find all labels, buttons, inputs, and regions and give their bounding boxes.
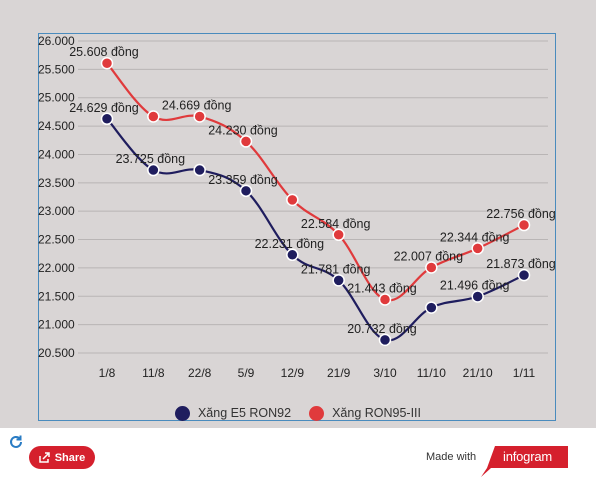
data-point[interactable] bbox=[378, 333, 392, 347]
x-tick-label: 11/10 bbox=[417, 366, 446, 380]
data-label: 25.608 đồng bbox=[69, 45, 139, 59]
data-point[interactable] bbox=[517, 268, 531, 282]
x-tick-label: 1/8 bbox=[99, 366, 116, 380]
data-label: 23.359 đồng bbox=[208, 173, 278, 187]
share-icon bbox=[38, 452, 50, 463]
data-point[interactable] bbox=[332, 228, 345, 242]
share-button[interactable]: Share bbox=[29, 446, 95, 469]
y-tick-label: 22.000 bbox=[38, 261, 75, 275]
data-label: 22.007 đồng bbox=[394, 250, 464, 264]
data-label: 20.732 đồng bbox=[347, 322, 417, 336]
data-label: 22.344 đồng bbox=[440, 230, 510, 244]
data-point[interactable] bbox=[239, 184, 253, 198]
y-tick-label: 24.500 bbox=[38, 119, 75, 133]
data-label: 22.231 đồng bbox=[255, 237, 325, 251]
data-point[interactable] bbox=[193, 110, 206, 123]
data-point[interactable] bbox=[425, 261, 438, 274]
legend-item[interactable]: Xăng E5 RON92 bbox=[174, 405, 292, 421]
data-point[interactable] bbox=[147, 163, 160, 177]
legend-swatch bbox=[174, 405, 190, 421]
legend: Xăng E5 RON92 Xăng RON95-III bbox=[0, 402, 596, 424]
legend-label: Xăng RON95-III bbox=[332, 406, 422, 420]
share-label: Share bbox=[54, 451, 86, 464]
refresh-icon[interactable] bbox=[8, 434, 24, 450]
line-chart: 26.000 25.500 25.000 24.500 24.000 23.500 23.0… bbox=[38, 34, 556, 380]
data-point[interactable] bbox=[147, 110, 160, 123]
data-label: 21.781 đồng bbox=[301, 262, 371, 276]
y-tick-label: 21.500 bbox=[38, 289, 75, 303]
data-label: 21.873 đồng bbox=[486, 257, 556, 271]
y-tick-label: 25.500 bbox=[38, 62, 75, 76]
data-label: 24.669 đồng bbox=[162, 99, 232, 113]
y-tick-label: 24.000 bbox=[38, 147, 75, 161]
chart-frame bbox=[38, 33, 556, 421]
data-point[interactable] bbox=[286, 248, 299, 262]
x-tick-label: 1/11 bbox=[513, 366, 536, 380]
brand-label: infogram bbox=[503, 449, 552, 464]
data-point[interactable] bbox=[193, 163, 206, 177]
series-line-0 bbox=[106, 118, 525, 342]
y-tick-label: 23.500 bbox=[38, 176, 75, 190]
legend-swatch bbox=[309, 405, 325, 421]
data-label: 24.629 đồng bbox=[69, 101, 139, 115]
x-tick-label: 21/10 bbox=[463, 366, 493, 380]
x-axis-ticks: 1/8 11/8 22/8 5/9 12/9 21/9 3/10 11/10 21/10 1/11 bbox=[99, 366, 536, 380]
infogram-logo[interactable] bbox=[481, 446, 568, 477]
data-point[interactable] bbox=[471, 290, 484, 303]
x-tick-label: 11/8 bbox=[142, 366, 165, 380]
y-tick-label: 25.000 bbox=[38, 91, 75, 105]
y-axis-ticks: 26.000 25.500 25.000 24.500 24.000 23.500 23.0… bbox=[38, 34, 75, 360]
data-point[interactable] bbox=[239, 135, 253, 148]
data-point[interactable] bbox=[100, 112, 114, 126]
data-labels: 24.629 đồng 23.725 đồng 23.359 đồng 22.231 … bbox=[69, 45, 556, 336]
chart-background bbox=[0, 0, 596, 428]
data-label: 21.496 đồng bbox=[440, 278, 510, 292]
x-tick-label: 21/9 bbox=[327, 366, 351, 380]
data-point[interactable] bbox=[378, 293, 392, 306]
x-tick-label: 22/8 bbox=[188, 366, 212, 380]
data-point[interactable] bbox=[286, 193, 299, 207]
data-label: 22.756 đồng bbox=[486, 207, 556, 221]
y-tick-label: 20.500 bbox=[38, 346, 75, 360]
legend-item[interactable]: Xăng RON95-III bbox=[309, 405, 422, 421]
data-label: 23.725 đồng bbox=[116, 152, 186, 166]
data-point[interactable] bbox=[517, 218, 531, 232]
grid bbox=[78, 40, 548, 354]
y-tick-label: 22.500 bbox=[38, 233, 75, 247]
legend-label: Xăng E5 RON92 bbox=[197, 406, 292, 420]
data-label: 22.584 đồng bbox=[301, 217, 371, 231]
data-point[interactable] bbox=[332, 274, 345, 287]
data-point[interactable] bbox=[425, 301, 438, 314]
series-lines bbox=[106, 62, 525, 342]
y-tick-label: 21.000 bbox=[38, 318, 75, 332]
series-line-1 bbox=[106, 62, 525, 302]
series-points bbox=[100, 56, 531, 347]
x-tick-label: 3/10 bbox=[373, 366, 397, 380]
x-tick-label: 5/9 bbox=[238, 366, 255, 380]
data-point[interactable] bbox=[471, 242, 484, 255]
y-tick-label: 23.000 bbox=[38, 204, 75, 218]
data-label: 21.443 đồng bbox=[347, 282, 417, 296]
data-label: 24.230 đồng bbox=[208, 123, 278, 137]
made-with-label: Made with bbox=[426, 451, 477, 463]
y-tick-label: 26.000 bbox=[38, 34, 75, 48]
data-point[interactable] bbox=[100, 56, 114, 70]
x-tick-label: 12/9 bbox=[281, 366, 305, 380]
